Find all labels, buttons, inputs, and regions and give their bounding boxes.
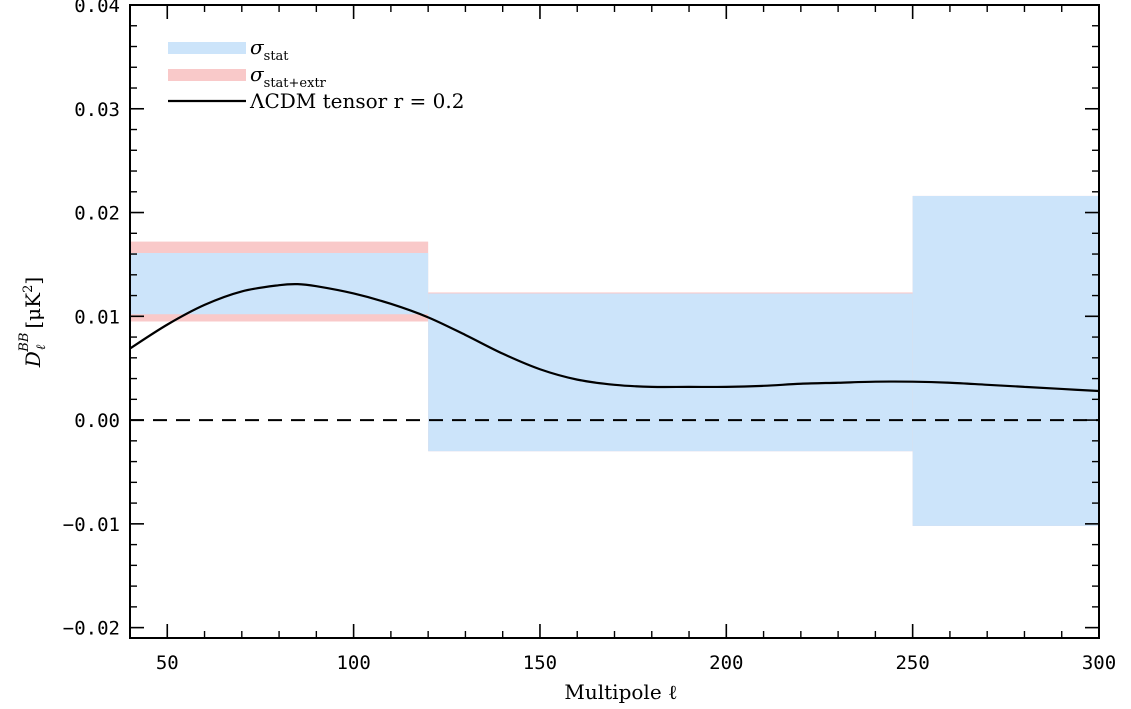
x-tick-label: 50 [156,652,179,674]
y-tick-label: −0.02 [63,618,120,640]
tick-labels: 50 100 150 200 250 300 −0.02 −0.01 0.00 0.01 0.02 0… [63,0,1116,674]
y-tick-label: 0.03 [74,99,120,121]
stat-band-2 [428,293,913,452]
legend-swatch-stat [168,42,246,54]
legend-label-stat_extr: σstat+extr [250,62,327,91]
axis-ticks [129,4,1100,638]
error-bands [130,195,1099,526]
y-tick-label: 0.01 [74,306,120,328]
y-tick-label: 0.00 [74,410,120,432]
stat-band-1 [130,253,429,315]
x-axis-label: Multipole ℓ [564,680,677,704]
y-tick-label: 0.04 [74,0,120,17]
y-tick-label: 0.02 [74,203,120,225]
x-tick-label: 150 [523,652,557,674]
y-axis-label: DℓBB[μK2] [17,277,49,368]
y-axis-label-group: DℓBB[μK2] [17,277,49,368]
x-tick-label: 300 [1082,652,1116,674]
y-tick-label: −0.01 [63,514,120,536]
model-curve-group [129,282,1100,393]
stat-band-3 [912,195,1099,526]
legend-label-curve: ΛCDM tensor r = 0.2 [249,89,464,113]
legend-swatch-stat_extr [168,69,246,81]
x-tick-label: 200 [709,652,743,674]
lcdm-tensor-curve [129,282,1100,393]
x-tick-label: 100 [336,652,370,674]
legend-label-stat: σstat [250,35,289,64]
x-tick-label: 250 [895,652,929,674]
